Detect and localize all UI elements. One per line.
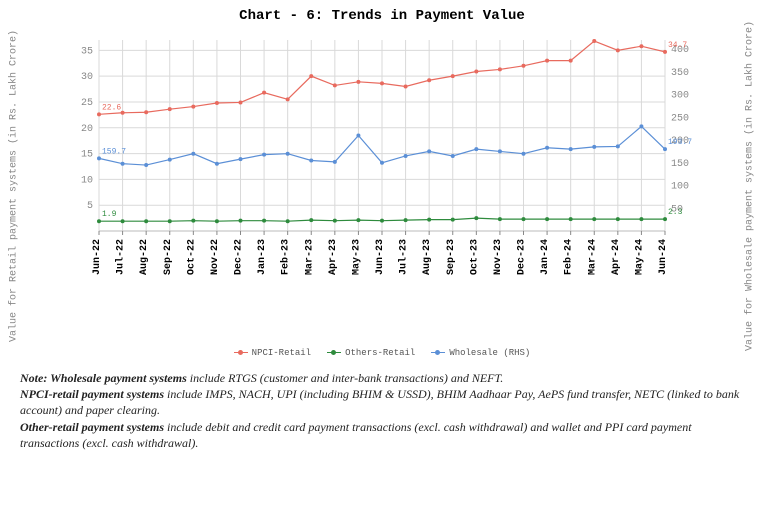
svg-text:Jun-24: Jun-24	[658, 239, 669, 275]
svg-text:1.9: 1.9	[102, 210, 117, 219]
svg-text:20: 20	[81, 124, 93, 135]
legend-swatch	[234, 352, 248, 353]
svg-text:10: 10	[81, 175, 93, 186]
svg-text:Aug-23: Aug-23	[422, 239, 433, 275]
y-axis-left-label: Value for Retail payment systems (in Rs.…	[9, 30, 20, 342]
svg-text:Jun-22: Jun-22	[92, 239, 103, 275]
svg-text:250: 250	[671, 113, 689, 124]
svg-text:Mar-24: Mar-24	[587, 239, 598, 275]
svg-text:5: 5	[87, 201, 93, 212]
svg-text:150: 150	[671, 159, 689, 170]
svg-text:300: 300	[671, 91, 689, 102]
chart-area: Value for Retail payment systems (in Rs.…	[14, 26, 750, 346]
svg-text:Sep-22: Sep-22	[163, 239, 174, 275]
svg-text:30: 30	[81, 72, 93, 83]
svg-text:May-23: May-23	[351, 239, 362, 275]
svg-text:Apr-24: Apr-24	[611, 239, 622, 275]
legend: NPCI-Retail Others-Retail Wholesale (RHS)	[14, 348, 750, 358]
svg-text:350: 350	[671, 68, 689, 79]
legend-item: NPCI-Retail	[234, 348, 311, 358]
svg-text:100: 100	[671, 182, 689, 193]
svg-text:193.7: 193.7	[668, 138, 692, 147]
legend-swatch	[431, 352, 445, 353]
note1-bold: Note: Wholesale payment systems	[20, 371, 187, 385]
legend-item: Others-Retail	[327, 348, 415, 358]
svg-text:Sep-23: Sep-23	[446, 239, 457, 275]
svg-text:Dec-23: Dec-23	[517, 239, 528, 275]
svg-text:35: 35	[81, 46, 93, 57]
svg-text:Mar-23: Mar-23	[304, 239, 315, 275]
note-line-2: NPCI-retail payment systems include IMPS…	[20, 386, 744, 418]
svg-text:Oct-23: Oct-23	[469, 239, 480, 275]
svg-text:Feb-24: Feb-24	[563, 239, 575, 275]
svg-text:Nov-23: Nov-23	[493, 239, 504, 275]
svg-text:Oct-22: Oct-22	[186, 239, 197, 275]
svg-text:Aug-22: Aug-22	[139, 239, 150, 275]
note2-bold: NPCI-retail payment systems	[20, 387, 164, 401]
svg-text:Jun-23: Jun-23	[375, 239, 386, 275]
svg-text:Jan-24: Jan-24	[540, 239, 551, 275]
chart-container: Chart - 6: Trends in Payment Value Value…	[0, 0, 764, 508]
note-line-1: Note: Wholesale payment systems include …	[20, 370, 744, 386]
chart-svg: 510152025303550100150200250300350400Jun-…	[69, 36, 695, 286]
svg-text:Jan-23: Jan-23	[257, 239, 268, 275]
svg-text:15: 15	[81, 150, 93, 161]
legend-label: Wholesale (RHS)	[449, 348, 530, 358]
svg-text:34.7: 34.7	[668, 41, 687, 50]
plot-area: 510152025303550100150200250300350400Jun-…	[69, 36, 695, 286]
svg-text:22.6: 22.6	[102, 103, 121, 112]
svg-text:Jul-22: Jul-22	[115, 239, 127, 275]
svg-text:Nov-22: Nov-22	[210, 239, 221, 275]
legend-item: Wholesale (RHS)	[431, 348, 530, 358]
svg-text:Jul-23: Jul-23	[398, 239, 410, 275]
svg-text:159.7: 159.7	[102, 147, 126, 156]
note-line-3: Other-retail payment systems include deb…	[20, 419, 744, 451]
svg-text:Apr-23: Apr-23	[328, 239, 339, 275]
legend-swatch	[327, 352, 341, 353]
legend-label: NPCI-Retail	[252, 348, 311, 358]
svg-text:May-24: May-24	[634, 239, 645, 275]
y-axis-right-label: Value for Wholesale payment systems (in …	[745, 21, 756, 351]
svg-text:Dec-22: Dec-22	[234, 239, 245, 275]
svg-text:Feb-23: Feb-23	[280, 239, 292, 275]
note3-bold: Other-retail payment systems	[20, 420, 164, 434]
note1-rest: include RTGS (customer and inter-bank tr…	[187, 371, 504, 385]
svg-text:25: 25	[81, 98, 93, 109]
legend-label: Others-Retail	[345, 348, 415, 358]
notes: Note: Wholesale payment systems include …	[14, 370, 750, 451]
svg-text:2.3: 2.3	[668, 208, 683, 217]
chart-title: Chart - 6: Trends in Payment Value	[14, 8, 750, 24]
